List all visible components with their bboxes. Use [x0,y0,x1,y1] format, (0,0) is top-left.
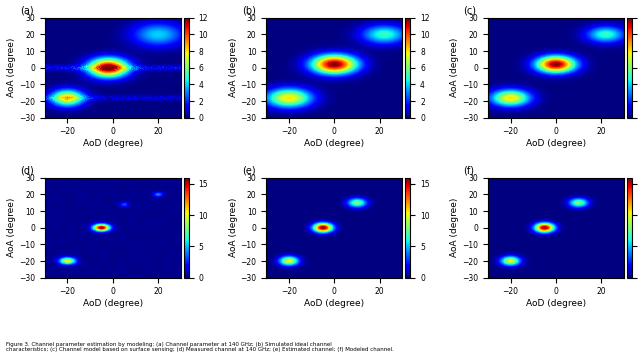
X-axis label: AoD (degree): AoD (degree) [526,139,586,148]
Text: (d): (d) [20,166,34,176]
Y-axis label: AoA (degree): AoA (degree) [450,38,460,98]
Text: (e): (e) [242,166,255,176]
Y-axis label: AoA (degree): AoA (degree) [450,198,460,257]
Text: (a): (a) [20,6,34,16]
Text: (f): (f) [463,166,474,176]
X-axis label: AoD (degree): AoD (degree) [83,139,143,148]
Text: (c): (c) [463,6,476,16]
Y-axis label: AoA (degree): AoA (degree) [228,38,237,98]
Text: (b): (b) [242,6,256,16]
X-axis label: AoD (degree): AoD (degree) [526,299,586,308]
Y-axis label: AoA (degree): AoA (degree) [228,198,237,257]
Text: Figure 3. Channel parameter estimation by modeling: (a) Channel parameter at 140: Figure 3. Channel parameter estimation b… [6,342,394,352]
X-axis label: AoD (degree): AoD (degree) [305,299,364,308]
X-axis label: AoD (degree): AoD (degree) [305,139,364,148]
Y-axis label: AoA (degree): AoA (degree) [7,198,16,257]
X-axis label: AoD (degree): AoD (degree) [83,299,143,308]
Y-axis label: AoA (degree): AoA (degree) [7,38,16,98]
